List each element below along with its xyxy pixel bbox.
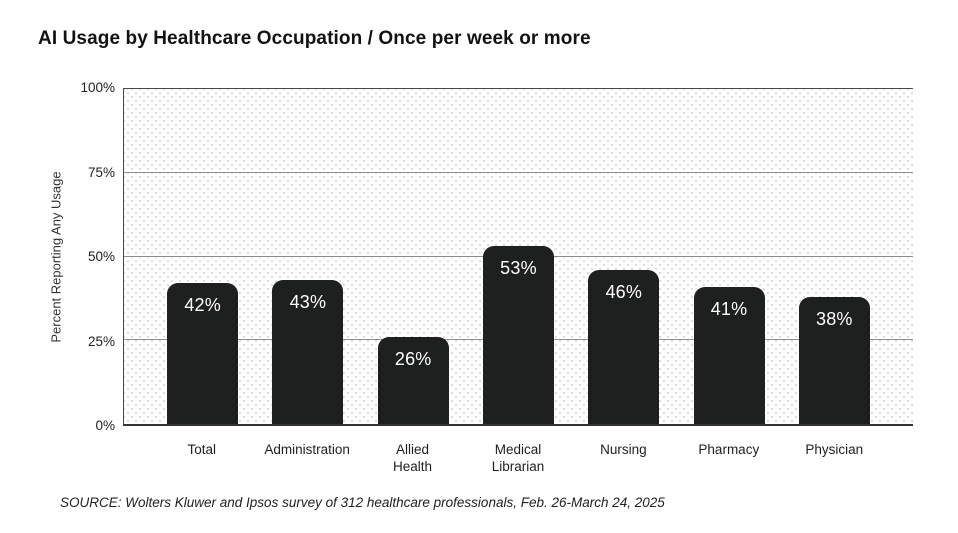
bar-slot: 26% (361, 89, 466, 424)
bar: 42% (167, 283, 239, 424)
bar-value-label: 43% (289, 291, 327, 312)
bars-row: 42% 43% 26% 53% 46% 41% 38% (124, 89, 913, 424)
bar-slot: 43% (255, 89, 360, 424)
source-note: SOURCE: Wolters Kluwer and Ipsos survey … (60, 495, 665, 510)
bar: 41% (693, 286, 765, 424)
gridline (124, 171, 913, 173)
bar-value-label: 46% (605, 281, 643, 302)
x-tick-label: Allied Health (393, 442, 433, 474)
bar: 43% (272, 279, 344, 424)
bar: 53% (482, 246, 554, 424)
bar-slot: 46% (571, 89, 676, 424)
bar-slot: 41% (676, 89, 781, 424)
y-tick-label: 25% (87, 333, 115, 349)
chart-title: AI Usage by Healthcare Occupation / Once… (38, 28, 591, 49)
bar-slot: 38% (782, 89, 887, 424)
plot-area: 42% 43% 26% 53% 46% 41% 38% (123, 88, 913, 426)
bar-value-label: 42% (184, 295, 221, 316)
y-tick-label: 75% (87, 164, 115, 180)
bar-value-label: 38% (816, 308, 853, 329)
x-axis-labels: Total Administration Allied Health Medical … (123, 441, 913, 475)
bar-value-label: 53% (500, 258, 537, 279)
bar-value-label: 41% (710, 298, 748, 319)
bar-slot: 42% (150, 89, 255, 424)
bar: 26% (377, 336, 449, 424)
y-tick-label: 0% (95, 418, 115, 433)
x-tick-label: Pharmacy (698, 442, 760, 457)
x-tick-label: Nursing (600, 442, 647, 457)
bar: 38% (798, 296, 870, 424)
y-tick-label: 50% (87, 249, 115, 264)
y-tick-label: 100% (80, 80, 115, 95)
x-tick-label: Medical Librarian (491, 442, 545, 474)
x-tick-label: Total (187, 442, 216, 457)
x-tick-label: Administration (264, 442, 350, 457)
bar-value-label: 26% (394, 348, 432, 369)
x-tick-label: Physician (805, 442, 864, 457)
bar: 46% (588, 269, 660, 424)
bar-slot: 53% (466, 89, 571, 424)
